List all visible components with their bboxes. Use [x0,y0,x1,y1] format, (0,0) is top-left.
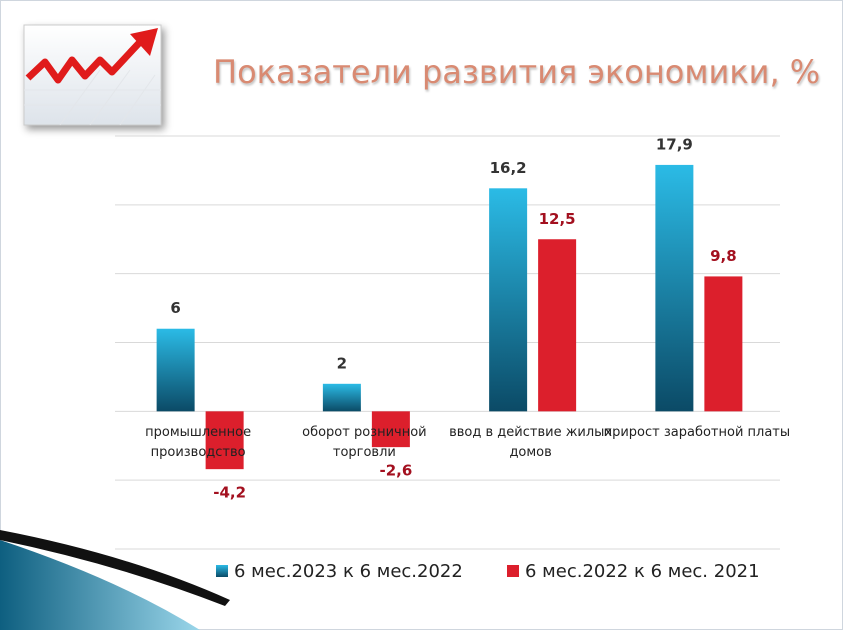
bar [156,328,195,412]
bar [538,239,577,412]
value-label: 12,5 [539,210,576,228]
value-label: 2 [337,354,347,372]
decoration [0,530,230,630]
logo [23,24,162,126]
value-label: 16,2 [490,159,527,177]
bar [704,276,743,412]
bar [655,164,694,412]
legend-label: 6 мес.2022 к 6 мес. 2021 [525,561,760,582]
x-tick-label: промышленное производство [145,425,251,460]
bar [371,411,410,448]
bar [205,411,244,470]
x-tick-label: прирост заработной платы [604,425,791,440]
value-label: -2,6 [379,462,412,480]
value-label: 17,9 [656,135,693,153]
value-label: 9,8 [710,247,737,265]
x-tick-label: оборот розничной торговли [302,425,426,460]
x-tick-label: ввод в действие жилых домов [449,425,612,460]
value-label: 6 [170,299,180,317]
bar [489,188,528,412]
value-label: -4,2 [213,484,246,502]
bar [322,383,361,412]
legend-label: 6 мес.2023 к 6 мес.2022 [234,561,463,582]
chart-title: Показатели развития экономики, % [213,53,820,91]
legend-swatch [507,565,519,577]
legend-swatch [216,565,228,577]
